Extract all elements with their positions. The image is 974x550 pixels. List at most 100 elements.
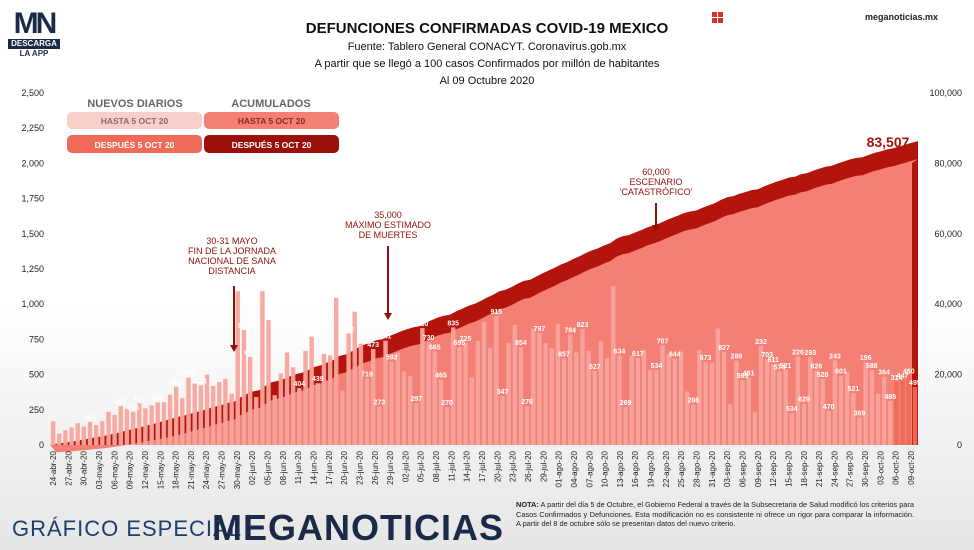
y-left-tick-label: 1,750 [21,194,44,204]
bar-value-label: 611 [768,357,779,364]
note-text: A partir del día 5 de Octubre, el Gobier… [516,500,914,528]
bar-value-label: 854 [515,340,527,347]
daily-bar [272,395,277,445]
annotation-text: DE MUERTES [359,230,418,240]
x-tick-label: 29-jul-20 [539,450,548,482]
daily-bar [752,412,758,445]
daily-bar [198,385,204,445]
daily-bar [888,400,893,445]
daily-bar [568,334,573,445]
daily-bar [487,348,493,445]
daily-bar [808,356,813,445]
annotation-text: NACIONAL DE SANA [188,256,276,266]
logo-mn: MN [13,7,58,40]
daily-bar [641,349,647,445]
x-tick-label: 30-sep-20 [861,450,870,487]
bar-value-label: 155 [127,405,139,412]
daily-bar [863,362,868,445]
daily-bar [235,291,240,445]
bar-value-label: 730 [423,335,435,342]
bar-value-label: 601 [835,369,847,376]
y-right-tick-label: 100,000 [929,88,962,98]
daily-bar [900,380,905,445]
bar-value-label: 770 [306,330,318,337]
daily-bar [795,356,801,445]
bar-value-label: 150 [133,397,145,404]
daily-bar [715,328,721,445]
daily-bar [783,369,788,445]
site-name[interactable]: meganoticias.mx [864,12,938,22]
daily-bar [327,355,333,445]
mn-descarga-logo[interactable]: MN DESCARGA LA APP [8,7,60,64]
chart-subtitle: A partir que se llegó a 100 casos Confir… [314,58,660,70]
x-tick-label: 17-jul-20 [478,450,487,482]
daily-bar [254,397,259,445]
daily-bar [167,394,173,445]
y-left-tick-label: 1,000 [21,299,44,309]
daily-bar [869,370,875,445]
x-tick-label: 02-jul-20 [401,450,410,482]
daily-bar [586,350,591,445]
daily-bar [549,348,554,445]
x-tick-label: 13-ago-20 [616,450,625,487]
x-tick-label: 05-jun-20 [264,450,273,484]
bar-value-label: 703 [761,352,773,359]
cumulative-total-label: 83,507 [867,134,910,150]
daily-bar [881,376,887,445]
x-tick-label: 18-may-20 [172,450,181,489]
grid-icon[interactable] [712,12,723,23]
annotation-arrowhead [230,345,238,352]
daily-bar [475,340,481,445]
daily-bar [315,383,321,445]
footer-brand: MEGANOTICIAS [212,507,505,548]
bar-value-label: 473 [367,342,379,349]
daily-bar [789,413,795,445]
daily-bar [451,327,456,445]
daily-bar [149,405,154,445]
legend-cumulative-header: ACUMULADOS [231,98,310,110]
bar-value-label: 424 [195,378,207,385]
x-tick-label: 09-sep-20 [754,450,763,487]
x-tick-label: 14-jun-20 [310,450,319,484]
x-tick-label: 27-may-20 [218,450,227,489]
x-tick-label: 08-jun-20 [279,450,288,484]
daily-bar [777,371,782,445]
daily-bar [604,358,610,445]
x-tick-label: 12-sep-20 [769,450,778,487]
daily-bar [598,341,604,445]
daily-bar [709,362,715,445]
y-left-tick-label: 2,000 [21,158,44,168]
daily-bar [838,375,844,445]
annotation-arrowhead [652,225,660,232]
daily-bar [703,361,708,445]
daily-bar [321,353,327,445]
daily-bar [432,351,437,445]
bar-value-label: 827 [718,345,730,352]
bar-value-label: 695 [454,340,466,347]
daily-bar [463,342,468,445]
bar-value-label: 354 [257,284,269,291]
x-tick-label: 03-may-20 [95,450,104,489]
daily-bar [758,346,764,445]
daily-bar [143,408,148,445]
y-right-tick-label: 40,000 [934,299,962,309]
daily-bar [438,379,444,445]
daily-bar [734,360,739,445]
daily-bar [94,425,99,445]
daily-bar [629,355,634,445]
daily-bar [660,345,665,445]
bar-value-label: 521 [780,363,792,370]
bar-value-label: 625 [244,350,256,357]
x-tick-label: 02-jun-20 [248,450,257,484]
bar-value-label: 673 [700,355,712,362]
x-tick-label: 15-may-20 [156,450,165,489]
daily-bar [217,382,222,445]
daily-bar [543,342,548,445]
bar-value-label: 626 [811,364,823,371]
daily-bar [50,421,56,445]
bar-value-label: 314 [891,375,903,382]
daily-bar [155,402,160,445]
daily-bar [845,371,850,445]
x-tick-label: 17-jun-20 [325,450,334,484]
chart-date: Al 09 Octubre 2020 [439,75,535,87]
